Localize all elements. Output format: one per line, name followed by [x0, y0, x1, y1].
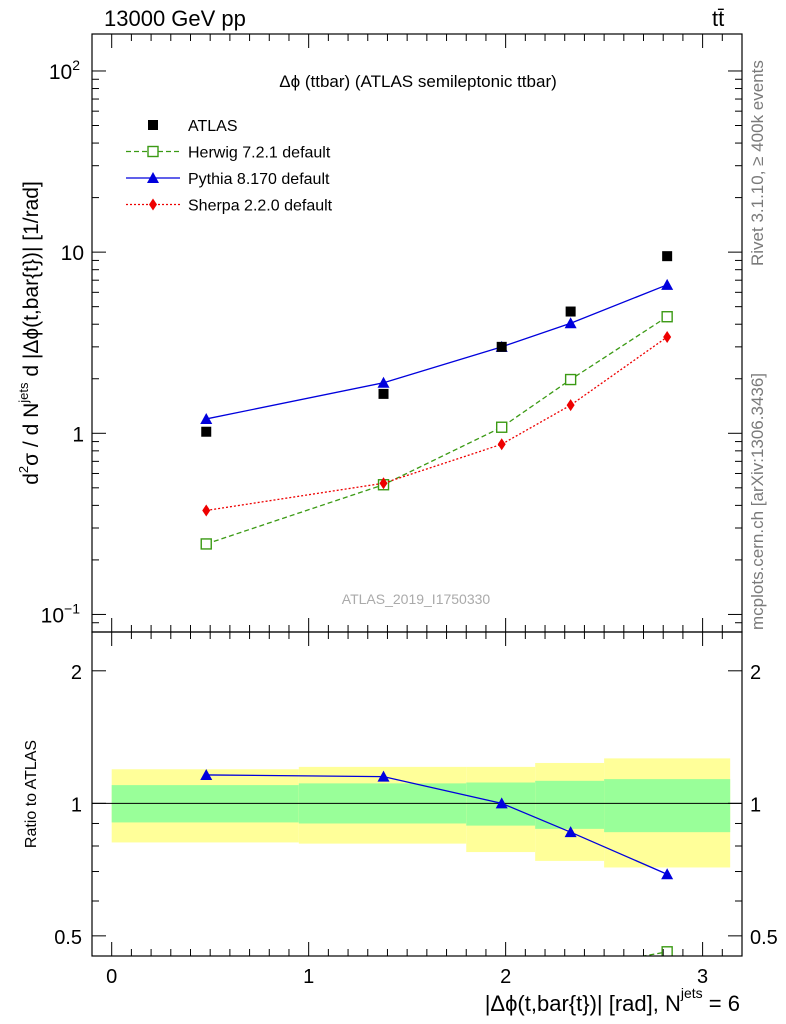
chart-title: Δϕ (ttbar) (ATLAS semileptonic ttbar) — [279, 72, 557, 91]
herwig-point — [661, 311, 673, 323]
ratio-series-group — [200, 768, 674, 974]
legend-sherpa-label: Sherpa 2.2.0 default — [188, 198, 333, 215]
legend-atlas-label: ATLAS — [188, 118, 238, 135]
header-right: tt̄ — [712, 6, 725, 31]
x-tick-label: 3 — [697, 966, 708, 988]
pythia-ratio-point — [377, 770, 390, 782]
analysis-watermark: ATLAS_2019_I1750330 — [342, 591, 491, 607]
herwig-point — [200, 538, 212, 550]
legend-herwig-label: Herwig 7.2.1 default — [188, 145, 331, 162]
sherpa-point — [663, 331, 672, 344]
sherpa-point — [379, 477, 388, 490]
ratio-y-tick-label: 2 — [71, 662, 82, 684]
x-tick-label: 0 — [106, 966, 117, 988]
pythia-ratio-point — [200, 768, 213, 780]
ratio-uncertainty-bands — [92, 758, 742, 868]
y-tick-label: 10 — [61, 242, 84, 265]
legend: ATLAS Herwig 7.2.1 default Pythia 8.170 de… — [126, 118, 333, 215]
ratio-y-axis-label: Ratio to ATLAS — [23, 740, 40, 848]
sherpa-point — [497, 438, 506, 451]
header-left: 13000 GeV pp — [104, 6, 246, 31]
ratio-plot-frame — [91, 631, 743, 957]
herwig-ratio-point — [661, 946, 673, 956]
pythia-point — [377, 376, 390, 388]
pythia-point — [564, 317, 577, 329]
atlas-point — [496, 341, 507, 352]
ratio-y-tick-label-right: 1 — [750, 794, 761, 816]
ratio-y-tick-label: 0.5 — [54, 927, 82, 949]
herwig-ratio-line — [640, 951, 668, 956]
pythia-point — [200, 412, 213, 424]
pythia-point — [661, 278, 674, 290]
atlas-point — [565, 306, 576, 317]
y-tick-label: 10−1 — [41, 600, 81, 627]
inner-band-bin — [535, 780, 605, 829]
main-series-group — [200, 251, 674, 550]
atlas-point — [378, 388, 389, 399]
legend-pythia-marker — [147, 172, 159, 183]
y-axis-label: d2σ / d Njets d |Δϕ(t,bar{t})| [1/rad] — [16, 181, 43, 485]
atlas-point — [662, 251, 673, 262]
herwig-ratio-point — [566, 964, 576, 974]
axes-group: 0 1 2 3 102 10 1 10−1 0.5 0.5 1 1 2 2 — [41, 33, 778, 988]
x-axis-label: |Δϕ(t,bar{t})| [rad], Njets = 6 — [485, 985, 740, 1016]
sherpa-point — [202, 504, 211, 517]
legend-atlas-marker — [148, 120, 158, 130]
legend-pythia-label: Pythia 8.170 default — [188, 171, 330, 188]
herwig-point — [495, 421, 508, 433]
ratio-y-tick-label-right: 2 — [750, 662, 761, 684]
pythia-ratio-point — [564, 826, 577, 838]
pythia-ratio-point — [495, 797, 508, 809]
ratio-y-tick-label-right: 0.5 — [750, 927, 778, 949]
pythia-line — [206, 284, 668, 420]
ratio-y-tick-label: 1 — [71, 794, 82, 816]
x-tick-label: 1 — [303, 966, 314, 988]
sherpa-point — [566, 399, 575, 412]
pythia-ratio-point — [661, 868, 674, 880]
atlas-point — [201, 426, 212, 437]
inner-band-bin — [604, 779, 731, 833]
y-tick-label: 102 — [49, 57, 80, 84]
herwig-point — [564, 373, 577, 386]
legend-herwig-marker — [147, 145, 159, 158]
y-tick-label: 1 — [72, 423, 84, 446]
sherpa-line — [206, 336, 668, 512]
legend-sherpa-marker — [149, 198, 157, 211]
x-tick-label: 2 — [500, 966, 511, 988]
herwig-line — [206, 316, 668, 545]
